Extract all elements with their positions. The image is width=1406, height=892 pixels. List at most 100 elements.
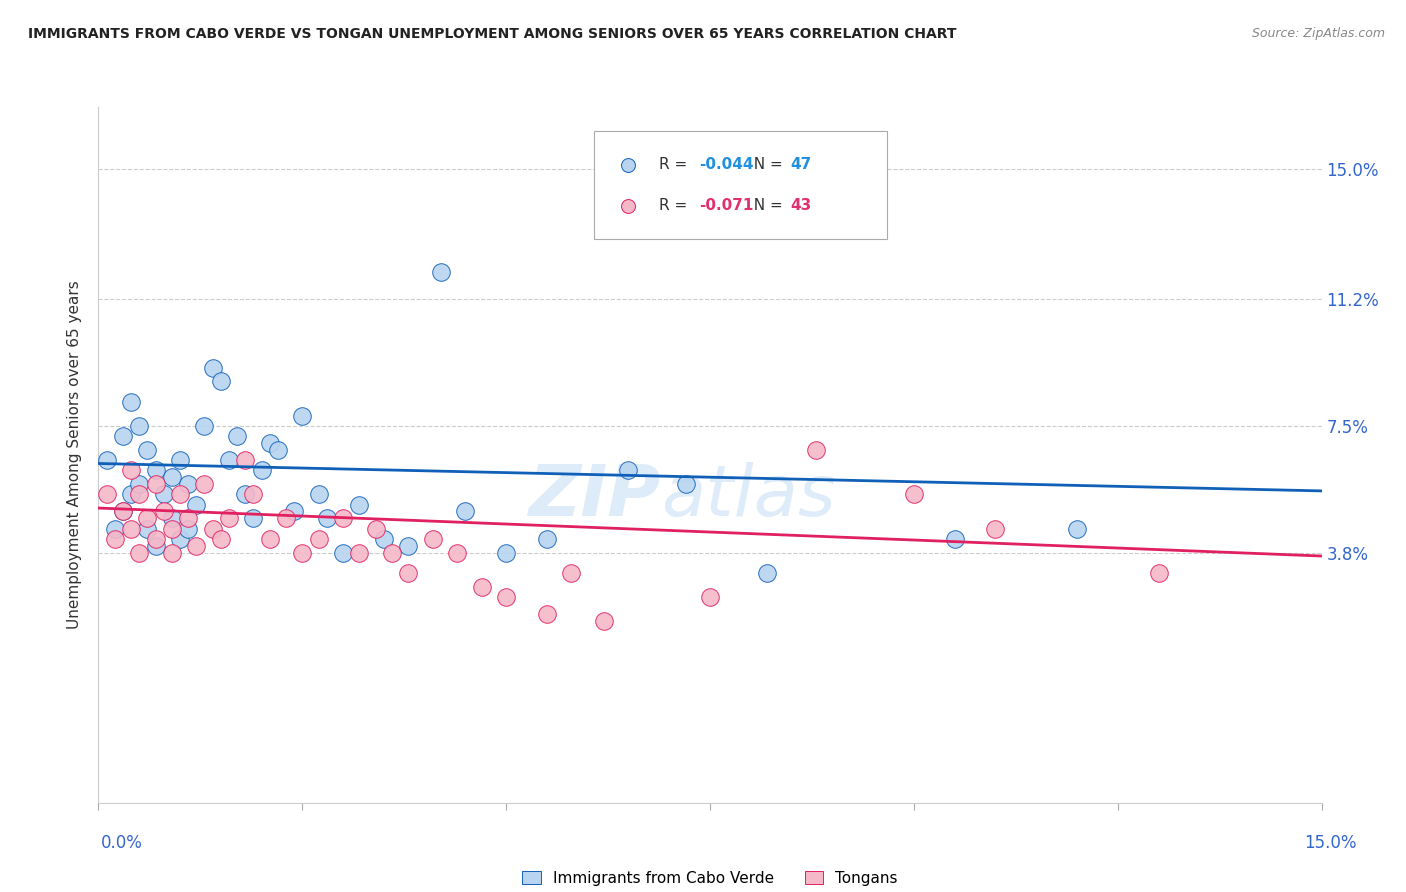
Point <box>396 566 419 581</box>
Text: R =: R = <box>658 199 692 213</box>
Point <box>495 590 517 604</box>
Point <box>120 487 142 501</box>
Point <box>943 532 966 546</box>
Text: 47: 47 <box>790 157 813 172</box>
Point <box>201 522 224 536</box>
Point <box>218 453 240 467</box>
Point <box>218 511 240 525</box>
Text: N =: N = <box>744 157 787 172</box>
Point <box>536 532 558 546</box>
Point <box>96 453 118 467</box>
Point <box>160 522 183 536</box>
Point <box>169 487 191 501</box>
Point <box>430 264 453 278</box>
Point <box>242 511 264 525</box>
Point <box>903 487 925 501</box>
Point <box>226 429 249 443</box>
Point <box>308 532 330 546</box>
Point <box>120 463 142 477</box>
Point <box>233 453 256 467</box>
Point <box>128 487 150 501</box>
Point <box>111 504 134 518</box>
Point <box>145 477 167 491</box>
Point <box>259 532 281 546</box>
Text: 43: 43 <box>790 199 813 213</box>
Point <box>315 511 337 525</box>
Point <box>593 614 616 628</box>
Point <box>111 504 134 518</box>
Point <box>169 532 191 546</box>
Point <box>283 504 305 518</box>
Point <box>560 566 582 581</box>
Point <box>349 498 371 512</box>
Point <box>120 522 142 536</box>
Point <box>128 477 150 491</box>
Point <box>169 453 191 467</box>
Point <box>145 539 167 553</box>
Point <box>177 477 200 491</box>
FancyBboxPatch shape <box>593 131 887 239</box>
Point <box>495 546 517 560</box>
Point <box>274 511 297 525</box>
Point <box>177 522 200 536</box>
Point <box>128 418 150 433</box>
Point <box>446 546 468 560</box>
Point <box>160 546 183 560</box>
Point <box>152 487 174 501</box>
Text: 15.0%: 15.0% <box>1305 834 1357 852</box>
Point <box>193 477 215 491</box>
Point <box>104 522 127 536</box>
Point <box>381 546 404 560</box>
Point <box>111 429 134 443</box>
Point <box>373 532 395 546</box>
Point <box>1066 522 1088 536</box>
Point <box>259 436 281 450</box>
Point <box>1147 566 1170 581</box>
Text: R =: R = <box>658 157 692 172</box>
Point <box>756 566 779 581</box>
Text: 0.0%: 0.0% <box>101 834 143 852</box>
Point <box>422 532 444 546</box>
Point <box>136 442 159 457</box>
Point <box>233 487 256 501</box>
Point <box>364 522 387 536</box>
Text: N =: N = <box>744 199 787 213</box>
Point <box>104 532 127 546</box>
Text: ZIP: ZIP <box>529 462 661 531</box>
Text: -0.044: -0.044 <box>699 157 754 172</box>
Point <box>804 442 827 457</box>
Point <box>136 511 159 525</box>
Point <box>128 546 150 560</box>
Point <box>349 546 371 560</box>
Point <box>201 360 224 375</box>
Point <box>471 580 494 594</box>
Point <box>145 463 167 477</box>
Point <box>267 442 290 457</box>
Text: -0.071: -0.071 <box>699 199 754 213</box>
Point <box>396 539 419 553</box>
Point <box>242 487 264 501</box>
Point <box>177 511 200 525</box>
Point <box>136 522 159 536</box>
Point <box>209 532 232 546</box>
Legend: Immigrants from Cabo Verde, Tongans: Immigrants from Cabo Verde, Tongans <box>523 871 897 886</box>
Point <box>332 546 354 560</box>
Text: Source: ZipAtlas.com: Source: ZipAtlas.com <box>1251 27 1385 40</box>
Point <box>152 504 174 518</box>
Point <box>454 504 477 518</box>
Point <box>291 409 314 423</box>
Point <box>145 532 167 546</box>
Point <box>308 487 330 501</box>
Point <box>96 487 118 501</box>
Text: atlas: atlas <box>661 462 835 531</box>
Point <box>699 590 721 604</box>
Point <box>160 511 183 525</box>
Point <box>160 470 183 484</box>
Point <box>120 394 142 409</box>
Point <box>332 511 354 525</box>
Point <box>186 498 208 512</box>
Text: IMMIGRANTS FROM CABO VERDE VS TONGAN UNEMPLOYMENT AMONG SENIORS OVER 65 YEARS CO: IMMIGRANTS FROM CABO VERDE VS TONGAN UNE… <box>28 27 956 41</box>
Point <box>675 477 697 491</box>
Point <box>291 546 314 560</box>
Point <box>617 463 640 477</box>
